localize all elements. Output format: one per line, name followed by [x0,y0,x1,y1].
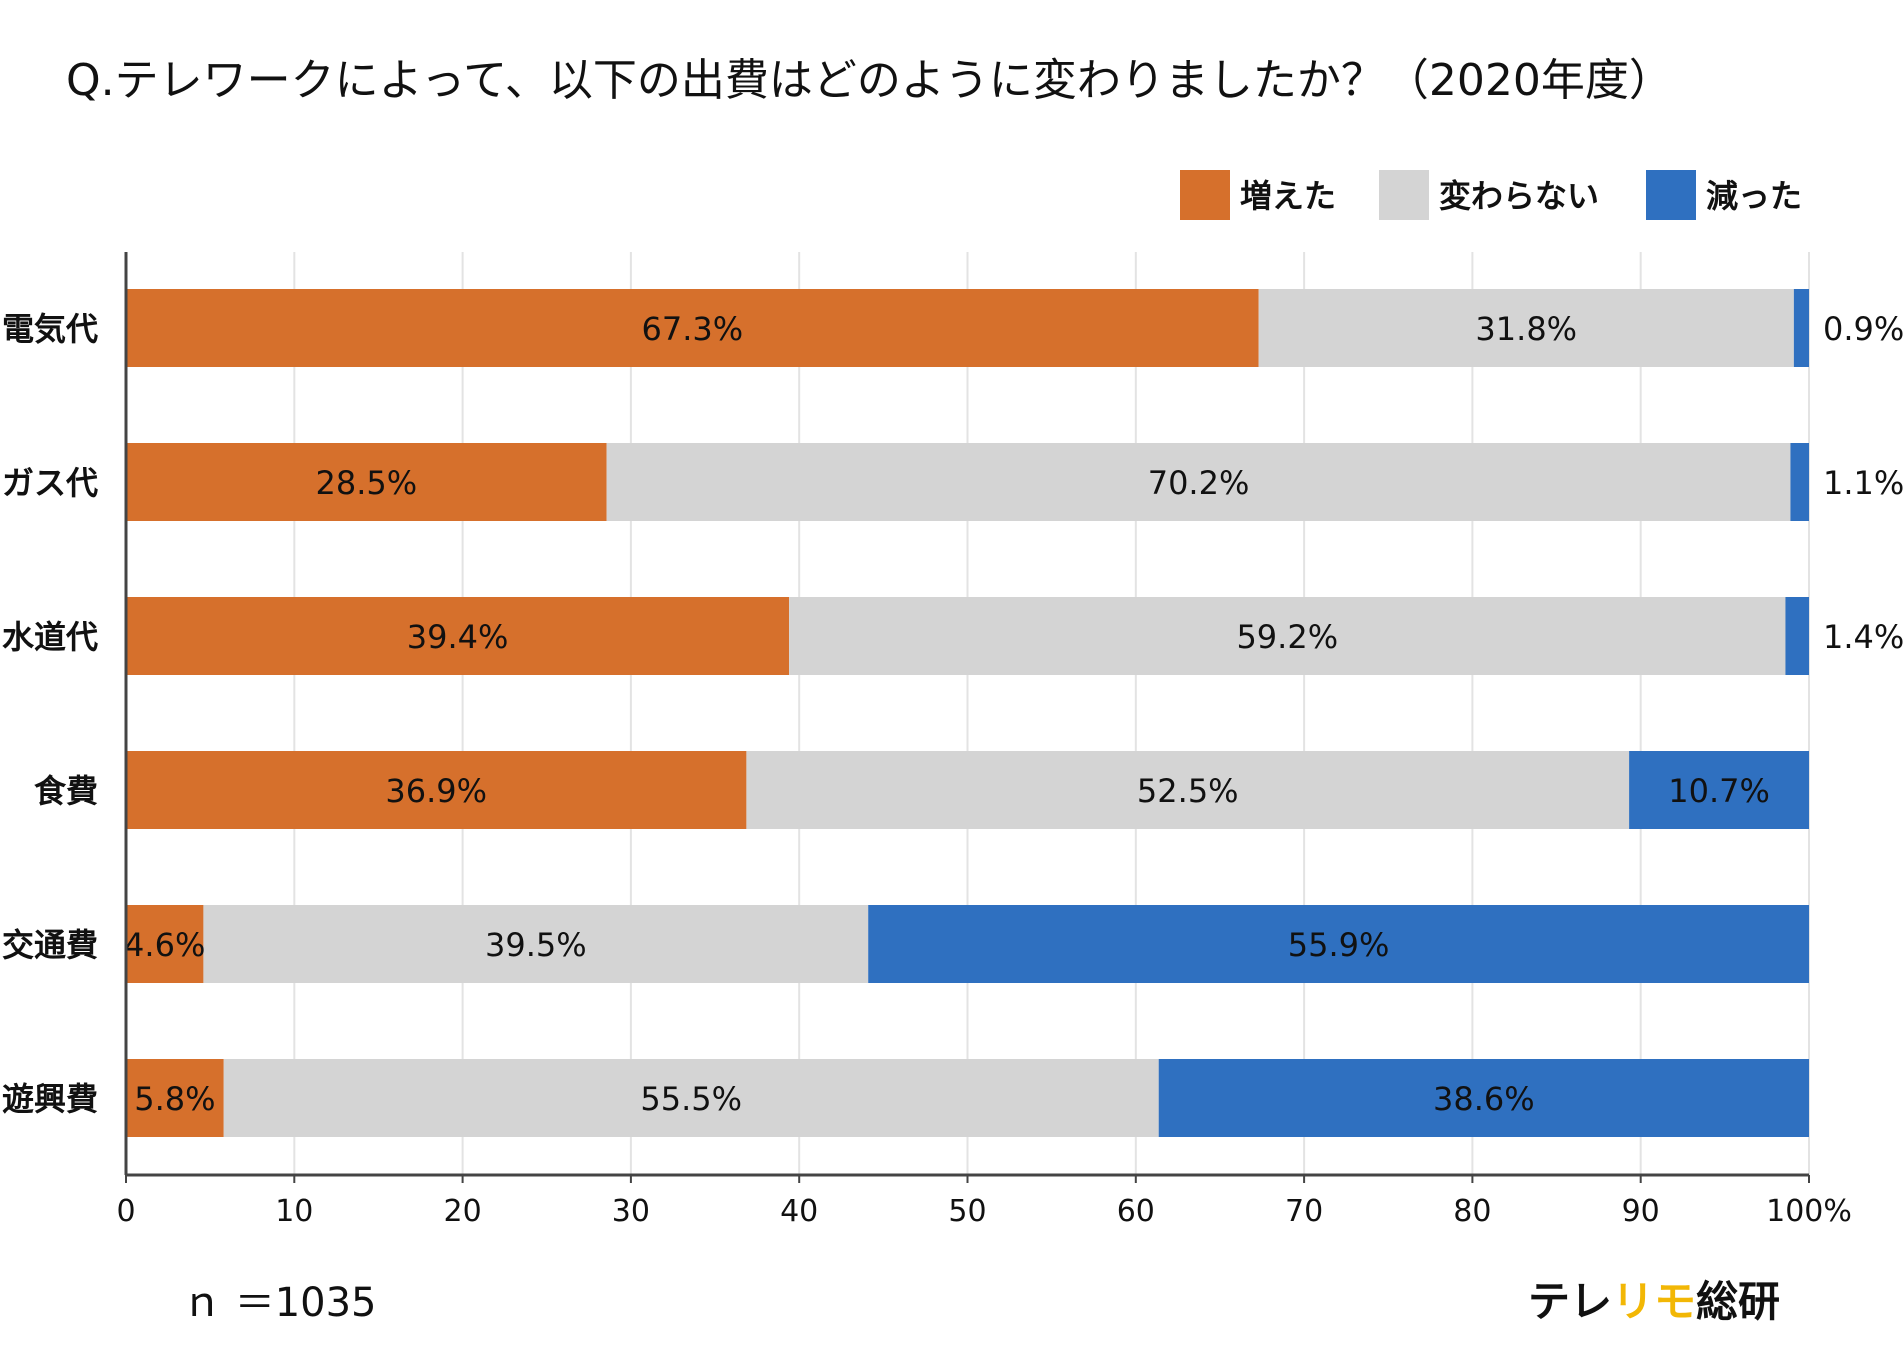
legend-label: 増えた [1240,177,1336,215]
category-label: 電気代 [2,310,98,348]
bar-segment [1158,1059,1809,1137]
x-tick-label: 40 [780,1194,818,1229]
data-label: 1.4% [1823,618,1904,656]
bar-segment [126,289,1259,367]
data-label: 52.5% [1137,772,1239,810]
data-label: 1.1% [1823,464,1904,502]
data-label: 28.5% [315,464,417,502]
x-tick-label: 30 [612,1194,650,1229]
data-label: 36.9% [385,772,487,810]
bars [126,289,1809,1137]
chart-title: Q.テレワークによって、以下の出費はどのように変わりましたか？（2020年度） [66,55,1673,106]
x-tick-label: 100% [1766,1194,1852,1229]
bar-segment [126,905,204,983]
category-label: ガス代 [2,464,98,502]
bar-segment [606,443,1791,521]
data-label: 39.5% [485,926,587,964]
bar-segment [868,905,1809,983]
sample-size: ｎ ＝1035 [182,1280,377,1326]
category-label: 食費 [34,772,98,810]
category-label: 交通費 [2,926,98,964]
bar-segment [126,443,607,521]
data-label: 55.9% [1288,926,1390,964]
x-tick-label: 50 [948,1194,986,1229]
data-label: 31.8% [1475,310,1577,348]
data-label: 4.6% [124,926,205,964]
bar-segment [746,751,1630,829]
brand-part-2: リモ [1612,1277,1697,1326]
bar-segment [223,1059,1159,1137]
bar-segment [1629,751,1809,829]
data-labels: 67.3% 31.8% 0.9% 28.5% 70.2% 1.1% 39.4% 59.2% 1.… [124,310,1904,1118]
bar-segment [126,751,747,829]
legend-label: 変わらない [1439,177,1599,215]
gridlines [293,252,1810,1175]
data-label: 55.5% [640,1080,742,1118]
bar-segment [203,905,869,983]
x-tick-label: 0 [116,1194,135,1229]
data-label: 70.2% [1148,464,1250,502]
brand-part-1: テレ [1528,1277,1613,1326]
legend-swatch [1180,170,1230,220]
data-label: 5.8% [134,1080,215,1118]
bar-segment [1793,289,1809,367]
legend-label: 減った [1706,177,1802,215]
brand-logo: テレリモ総研 [1528,1268,1780,1329]
x-tick-label: 60 [1117,1194,1155,1229]
bar-segment [1790,443,1809,521]
category-label: 遊興費 [2,1080,98,1118]
legend-swatch [1646,170,1696,220]
data-label: 38.6% [1433,1080,1535,1118]
x-tick-label: 20 [444,1194,482,1229]
data-label: 10.7% [1668,772,1770,810]
data-label: 39.4% [407,618,509,656]
bar-segment [789,597,1786,675]
category-label: 水道代 [2,618,98,656]
x-tick-label: 90 [1622,1194,1660,1229]
legend-swatch [1379,170,1429,220]
data-label: 67.3% [642,310,744,348]
data-label: 59.2% [1236,618,1338,656]
brand-part-3: 総研 [1696,1277,1781,1326]
bar-segment [1785,597,1809,675]
legend: 増えた 変わらない 減った [1180,170,1802,220]
x-tick-label: 70 [1285,1194,1323,1229]
bar-segment [126,1059,224,1137]
x-tick-label: 80 [1453,1194,1491,1229]
x-tick-label: 10 [275,1194,313,1229]
bar-segment [1258,289,1794,367]
bar-segment [126,597,790,675]
data-label: 0.9% [1823,310,1904,348]
